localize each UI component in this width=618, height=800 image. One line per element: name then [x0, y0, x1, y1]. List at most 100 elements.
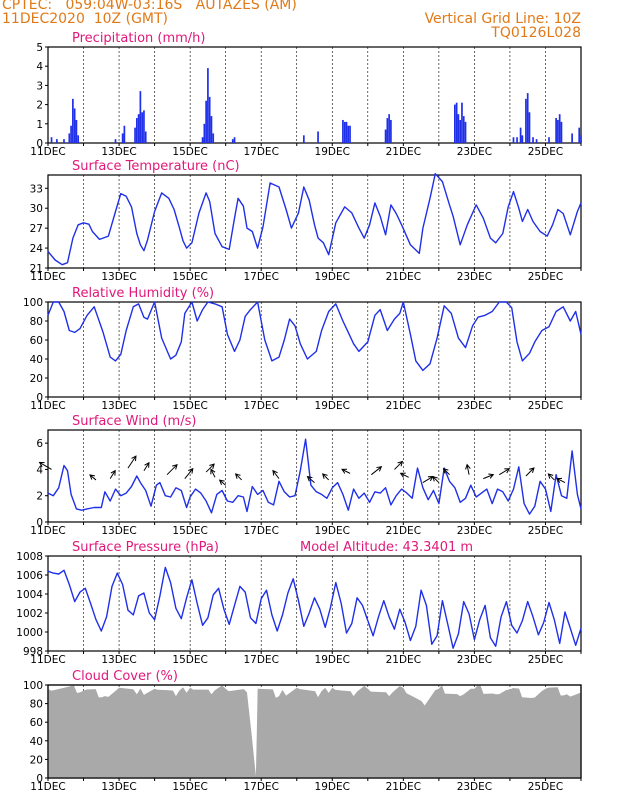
precip-bar — [63, 139, 65, 143]
precip-bar — [526, 93, 529, 143]
x-tick-label: 15DEC — [172, 654, 207, 666]
x-tick-label: 25DEC — [528, 271, 563, 283]
x-tick-label: 17DEC — [243, 400, 278, 412]
y-tick-label: 1008 — [16, 551, 43, 563]
x-tick-label: 23DEC — [457, 525, 492, 537]
x-tick-label: 25DEC — [528, 525, 563, 537]
x-tick-label: 21DEC — [386, 654, 421, 666]
y-tick-label: 100 — [23, 297, 43, 309]
x-tick-label: 15DEC — [172, 146, 207, 158]
precip-bar — [557, 119, 559, 143]
cloud-cover-area — [48, 685, 581, 778]
y-tick-label: 5 — [36, 42, 43, 54]
precip-bar — [345, 121, 348, 143]
x-tick-label: 17DEC — [243, 525, 278, 537]
precip-bar — [56, 139, 58, 143]
x-tick-label: 15DEC — [172, 781, 207, 793]
precip-bar — [231, 139, 234, 143]
precip-bar — [70, 125, 72, 143]
y-tick-label: 21 — [30, 263, 43, 275]
wind-arrow-head — [442, 467, 449, 474]
wind-arrow — [143, 462, 150, 472]
panel-humidity: 11DEC 13DEC 15DEC 17DEC 19DEC 21DEC 23DEC 25DEC… — [23, 286, 582, 412]
y-tick-label: 20 — [30, 373, 43, 385]
y-tick-label: 4 — [36, 464, 43, 476]
precip-bar — [519, 127, 522, 143]
wind-arrow — [89, 474, 97, 481]
wind-arrow — [307, 476, 315, 483]
y-tick-label: 1004 — [16, 589, 43, 601]
precip-bar — [141, 112, 144, 143]
precip-bar — [560, 121, 563, 143]
y-tick-label: 1002 — [16, 608, 43, 620]
wind-arrow-head — [306, 475, 313, 482]
panel-frame — [47, 174, 582, 269]
precip-bar — [205, 100, 207, 143]
wind-arrow — [499, 468, 510, 476]
wind-arrow-head — [432, 475, 438, 482]
wind-arrow — [432, 476, 440, 483]
y-tick-label: 40 — [30, 354, 43, 366]
x-tick-label: 23DEC — [457, 146, 492, 158]
x-tick-label: 11DEC — [30, 654, 65, 666]
precip-bar — [388, 114, 390, 143]
x-tick-label: 21DEC — [386, 781, 421, 793]
wind-arrow — [483, 474, 494, 480]
y-tick-label: 27 — [30, 223, 43, 235]
header-right2: TQ0126L028 — [491, 25, 581, 41]
wind-arrow-head — [234, 473, 241, 479]
y-tick-label: 2 — [36, 100, 43, 112]
pressure-line — [47, 566, 582, 649]
precip-bar — [386, 118, 389, 143]
x-tick-label: 15DEC — [172, 525, 207, 537]
x-tick-label: 13DEC — [101, 781, 136, 793]
precip-bar — [347, 125, 350, 143]
precip-bar — [68, 133, 71, 143]
wind-arrow-head — [504, 468, 511, 474]
y-tick-label: 6 — [36, 438, 43, 450]
y-tick-label: 60 — [30, 717, 43, 729]
x-tick-label: 21DEC — [386, 271, 421, 283]
y-tick-label: 998 — [23, 646, 43, 658]
precip-bar — [208, 96, 211, 143]
x-tick-label: 11DEC — [30, 271, 65, 283]
y-tick-label: 80 — [30, 316, 43, 328]
wind-arrow — [272, 470, 280, 479]
precip-bar — [390, 119, 392, 143]
wind-arrow-head — [131, 455, 137, 462]
precip-bar — [521, 135, 524, 143]
precip-bar — [548, 137, 550, 143]
precip-bar — [464, 121, 467, 143]
wind-arrow-head — [187, 467, 194, 474]
header-line1: CPTEC: 059:04W-03:16S AUTAZES (AM) — [2, 0, 297, 13]
wind-arrow-head — [556, 477, 563, 483]
precip-bar — [317, 131, 319, 143]
panel-frame — [47, 555, 582, 652]
y-tick-label: 24 — [30, 243, 44, 255]
panel-wind: 11DEC 13DEC 15DEC 17DEC 19DEC 21DEC 23DEC 25DEC… — [30, 414, 582, 537]
y-tick-label: 1 — [36, 119, 43, 131]
wind-arrow — [341, 468, 351, 474]
panel-cloud-cover: 11DEC 13DEC 15DEC 17DEC 19DEC 21DEC 23DEC 25DEC… — [23, 669, 582, 793]
precip-bar — [558, 114, 561, 143]
y-tick-label: 1006 — [16, 570, 43, 582]
wind-arrow — [556, 478, 566, 484]
precip-bar — [233, 137, 236, 143]
x-tick-label: 17DEC — [243, 654, 278, 666]
wind-arrow — [109, 470, 116, 479]
wind-arrow — [210, 469, 216, 478]
x-tick-label: 19DEC — [315, 654, 350, 666]
panel-pressure: 11DEC 13DEC 15DEC 17DEC 19DEC 21DEC 23DEC 25DEC… — [16, 540, 582, 666]
precip-bar — [207, 68, 209, 143]
precip-bar — [578, 127, 581, 143]
temperature-line — [47, 173, 582, 266]
precip-bar — [121, 133, 124, 143]
precip-bar — [143, 110, 145, 143]
panel-frame — [47, 301, 582, 398]
precip-bar — [349, 125, 351, 143]
wind-arrow-head — [172, 463, 178, 470]
wind-arrow-head — [341, 468, 348, 474]
x-tick-label: 17DEC — [243, 271, 278, 283]
wind-arrow — [400, 472, 409, 478]
